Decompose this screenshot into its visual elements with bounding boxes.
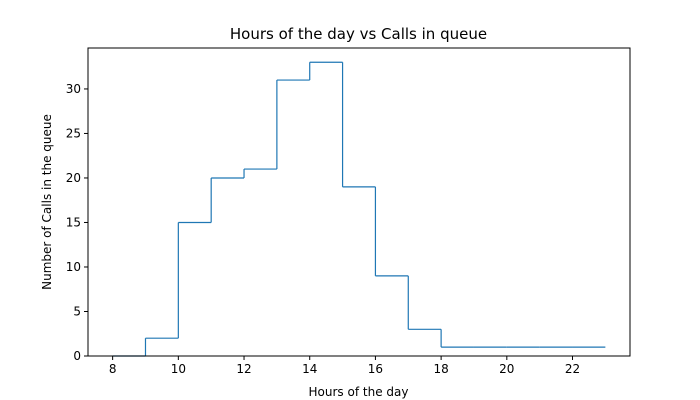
x-tick-label: 12 [236,362,251,376]
y-axis-label: Number of Calls in the queue [40,114,54,290]
x-axis-label: Hours of the day [309,385,409,399]
x-tick-label: 14 [302,362,317,376]
y-tick-label: 30 [66,82,81,96]
axes-frame [87,47,631,357]
x-tick-label: 10 [171,362,186,376]
y-tick-label: 0 [73,349,81,363]
series-line [112,61,606,357]
x-tick-label: 22 [565,362,580,376]
x-tick-label: 20 [499,362,514,376]
y-tick-label: 20 [66,171,81,185]
y-axis-ticks: 0 5 10 15 20 25 30 [66,82,88,363]
x-tick-label: 18 [433,362,448,376]
x-tick-label: 16 [368,362,383,376]
y-tick-label: 5 [73,304,81,318]
y-tick-label: 10 [66,260,81,274]
y-tick-label: 25 [66,126,81,140]
x-tick-label: 8 [109,362,117,376]
plot-area [112,61,606,357]
x-axis-ticks: 8 10 12 14 16 18 20 22 [109,356,580,376]
chart-title: Hours of the day vs Calls in queue [230,25,487,43]
y-tick-label: 15 [66,215,81,229]
